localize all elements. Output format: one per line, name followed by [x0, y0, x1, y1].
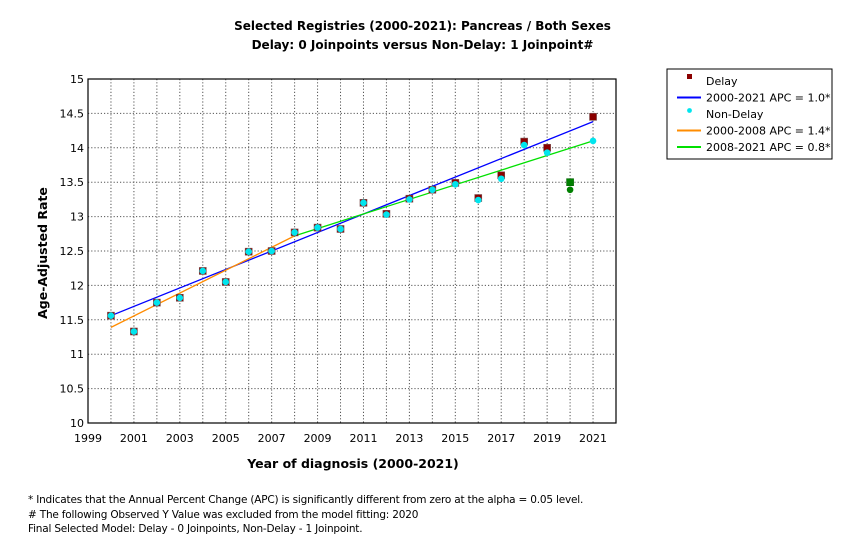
- delay-point: [566, 178, 574, 186]
- non-delay-point: [497, 175, 505, 183]
- x-tick-label: 2015: [441, 432, 469, 445]
- legend-marker-delay: [687, 74, 692, 79]
- non-delay-point: [474, 196, 482, 204]
- x-tick-label: 2003: [166, 432, 194, 445]
- non-delay-point: [268, 247, 275, 255]
- non-delay-point: [222, 278, 230, 286]
- non-delay-point: [199, 267, 207, 275]
- non-delay-point: [360, 199, 367, 207]
- legend-label: Non-Delay: [706, 108, 764, 121]
- non-delay-point: [589, 137, 597, 145]
- non-delay-point: [452, 180, 459, 188]
- y-tick-label: 12: [70, 279, 84, 292]
- non-delay-point: [566, 186, 574, 194]
- legend-label: 2000-2021 APC = 1.0*: [706, 92, 831, 105]
- non-delay-point: [406, 196, 413, 203]
- x-axis-label: Year of diagnosis (2000-2021): [246, 456, 459, 471]
- non-delay-point: [314, 224, 321, 231]
- x-tick-label: 2007: [258, 432, 286, 445]
- y-tick-label: 13: [70, 211, 84, 224]
- data-points: [107, 113, 597, 336]
- y-tick-label: 11.5: [60, 314, 85, 327]
- footnote-significance: * Indicates that the Annual Percent Chan…: [28, 494, 584, 506]
- non-delay-point: [337, 225, 344, 233]
- non-delay-point: [291, 229, 298, 236]
- x-tick-label: 2009: [304, 432, 332, 445]
- legend-label: 2000-2008 APC = 1.4*: [706, 125, 831, 138]
- non-delay-point: [429, 186, 436, 194]
- y-tick-label: 12.5: [60, 245, 85, 258]
- non-delay-point: [520, 141, 528, 149]
- y-tick-label: 11: [70, 348, 84, 361]
- y-tick-label: 15: [70, 73, 84, 86]
- delay-point: [589, 113, 597, 121]
- legend-box: [666, 68, 833, 160]
- y-tick-label: 14: [70, 142, 84, 155]
- non-delay-point: [130, 328, 138, 335]
- non-delay-point: [107, 312, 115, 319]
- footnote-excluded: # The following Observed Y Value was exc…: [28, 509, 419, 521]
- footnote-final-model: Final Selected Model: Delay - 0 Joinpoin…: [28, 523, 363, 535]
- y-tick-label: 10.5: [60, 383, 85, 396]
- non-delay-point: [245, 248, 252, 255]
- y-tick-label: 14.5: [60, 107, 85, 120]
- y-axis-label: Age-Adjusted Rate: [35, 187, 50, 319]
- non-delay-point: [543, 149, 551, 156]
- x-tick-label: 1999: [74, 432, 102, 445]
- x-tick-label: 2001: [120, 432, 148, 445]
- x-axis-ticks: 1999 2001 2003 2005 2007 2009 2011 2013 2015 2017…: [74, 432, 607, 445]
- x-tick-label: 2005: [212, 432, 240, 445]
- legend: Delay 2000-2021 APC = 1.0* Non-Delay 2000-2…: [666, 68, 833, 160]
- trend-lines: [110, 121, 594, 328]
- non-delay-point: [176, 294, 184, 302]
- non-delay-point: [153, 299, 161, 306]
- plot-area: [87, 78, 617, 424]
- y-tick-label: 10: [70, 417, 84, 430]
- legend-marker-non-delay: [687, 108, 692, 113]
- non-delay-point: [383, 211, 390, 218]
- x-tick-label: 2011: [349, 432, 377, 445]
- x-tick-label: 2017: [487, 432, 515, 445]
- trend-line: [294, 140, 594, 237]
- chart-title: Selected Registries (2000-2021): Pancrea…: [234, 19, 611, 33]
- y-tick-label: 13.5: [60, 176, 85, 189]
- x-tick-label: 2019: [533, 432, 561, 445]
- legend-label: Delay: [706, 75, 738, 88]
- trend-line: [110, 235, 295, 328]
- grid: [88, 79, 616, 423]
- legend-label: 2008-2021 APC = 0.8*: [706, 141, 831, 154]
- x-tick-label: 2013: [395, 432, 423, 445]
- trend-line: [110, 121, 594, 317]
- y-axis-ticks: 10 10.5 11 11.5 12 12.5 13 13.5 14 14.5 15: [60, 73, 85, 430]
- chart-subtitle: Delay: 0 Joinpoints versus Non-Delay: 1 …: [251, 38, 594, 52]
- x-tick-label: 2021: [579, 432, 607, 445]
